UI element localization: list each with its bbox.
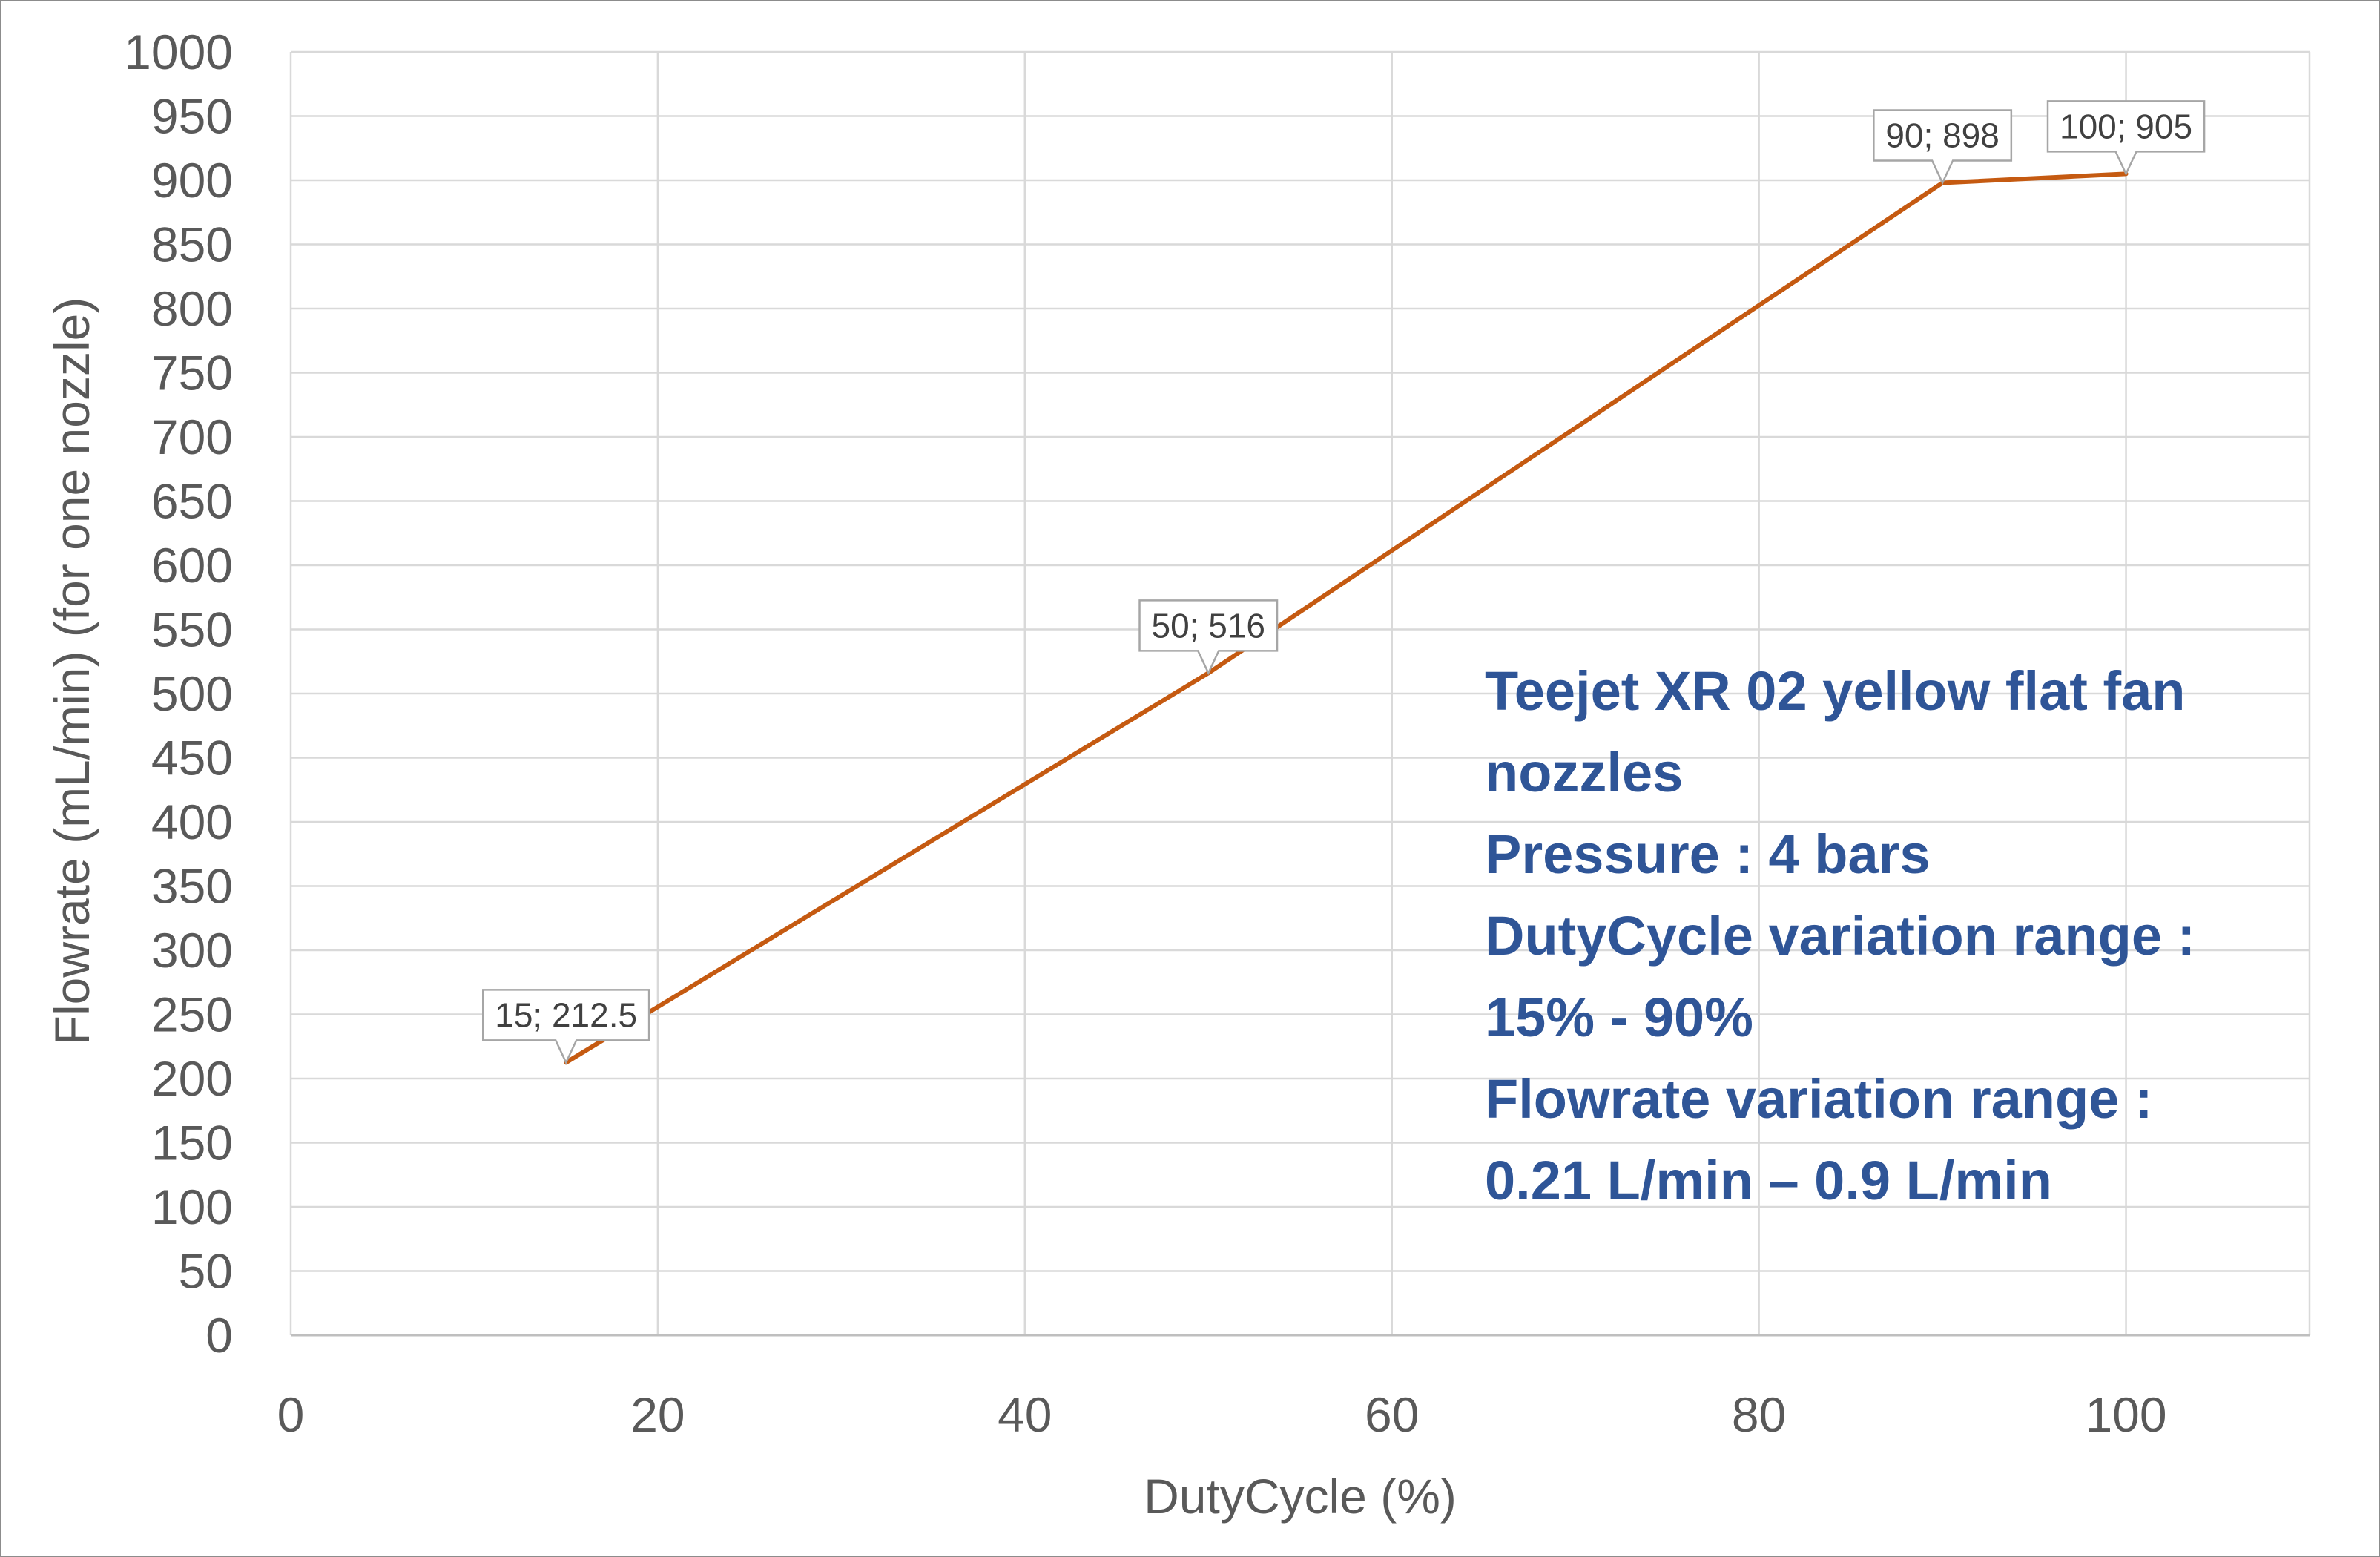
- y-tick-label: 1000: [124, 24, 233, 79]
- data-label: 50; 516: [1138, 599, 1279, 676]
- annotation-line: Pressure : 4 bars: [1485, 823, 1931, 885]
- data-label: 90; 898: [1873, 109, 2013, 185]
- annotation-line: DutyCycle variation range :: [1485, 905, 2195, 967]
- data-label-text: 100; 905: [2060, 107, 2192, 145]
- annotation-line: Teejet XR 02 yellow flat fan: [1485, 660, 2185, 722]
- y-tick-label: 250: [151, 987, 233, 1042]
- data-label-callout: [482, 989, 650, 1065]
- y-tick-label: 900: [151, 153, 233, 208]
- data-label: 100; 905: [2046, 100, 2206, 177]
- grid: [289, 50, 2311, 1335]
- y-tick-label: 650: [151, 474, 233, 529]
- data-label-callout: [1873, 109, 2013, 185]
- x-tick-label: 100: [2085, 1387, 2166, 1442]
- y-tick-label: 550: [151, 602, 233, 657]
- y-tick-label: 400: [151, 794, 233, 849]
- y-axis-ticks: 0 50 100 150 200 250 300 350 400 450 500 550 600 650 7…: [124, 24, 233, 1363]
- y-tick-label: 750: [151, 346, 233, 401]
- y-tick-label: 100: [151, 1179, 233, 1234]
- annotation-line: Flowrate variation range :: [1485, 1068, 2153, 1130]
- annotation-line: nozzles: [1485, 742, 1683, 803]
- annotation-textbox: Teejet XR 02 yellow flat fan nozzles Pre…: [1485, 660, 2195, 1211]
- x-tick-label: 80: [1732, 1387, 1786, 1442]
- data-label-text: 50; 516: [1152, 606, 1265, 645]
- y-tick-label: 150: [151, 1116, 233, 1171]
- x-axis-title: DutyCycle (%): [1144, 1469, 1457, 1524]
- data-label-callout: [2046, 100, 2206, 177]
- y-tick-label: 950: [151, 89, 233, 144]
- data-label-callout: [1138, 599, 1279, 676]
- y-tick-label: 850: [151, 217, 233, 272]
- x-tick-label: 0: [277, 1387, 305, 1442]
- x-tick-label: 60: [1365, 1387, 1419, 1442]
- y-tick-label: 700: [151, 409, 233, 464]
- y-tick-label: 0: [205, 1308, 233, 1363]
- y-axis-title: Flowrate (mL/min) (for one nozzle): [44, 297, 99, 1046]
- y-tick-label: 350: [151, 859, 233, 914]
- y-tick-label: 50: [179, 1244, 233, 1299]
- x-tick-label: 20: [630, 1387, 685, 1442]
- y-tick-label: 300: [151, 923, 233, 978]
- y-tick-label: 800: [151, 281, 233, 336]
- y-tick-label: 200: [151, 1051, 233, 1106]
- series-line: [564, 171, 2126, 1064]
- y-tick-label: 600: [151, 538, 233, 593]
- annotation-line: 0.21 L/min – 0.9 L/min: [1485, 1150, 2052, 1211]
- data-label-text: 90; 898: [1885, 116, 1999, 154]
- data-label: 15; 212.5: [482, 989, 650, 1065]
- annotation-line: 15% - 90%: [1485, 987, 1753, 1048]
- x-axis-ticks: 0 20 40 60 80 100: [277, 1387, 2167, 1442]
- y-tick-label: 500: [151, 666, 233, 721]
- data-labels: 15; 212.5 50; 516 90; 898 100; 905: [482, 100, 2206, 1065]
- x-tick-label: 40: [998, 1387, 1052, 1442]
- data-label-text: 15; 212.5: [495, 995, 637, 1034]
- y-tick-label: 450: [151, 731, 233, 786]
